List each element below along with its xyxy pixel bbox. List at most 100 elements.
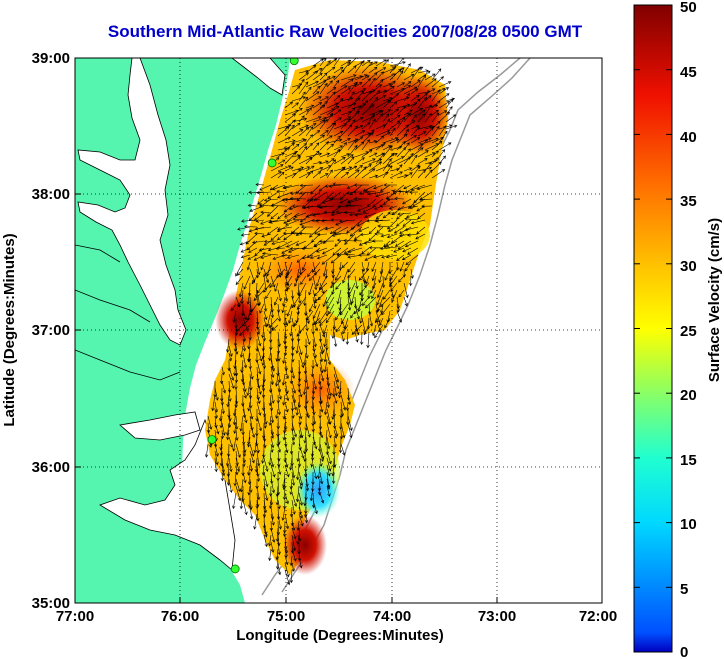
velocity-arrow [248, 190, 265, 195]
velocity-arrow [333, 94, 341, 102]
velocity-arrow [284, 152, 297, 165]
velocity-arrow [403, 172, 413, 179]
y-axis: 39:00 38:00 37:00 36:00 35:00 Latitude (… [1, 50, 81, 612]
velocity-arrow [375, 71, 384, 81]
velocity-arrow [396, 141, 406, 151]
velocity-arrow [270, 429, 275, 439]
velocity-arrow [354, 157, 365, 165]
velocity-arrow [275, 373, 279, 387]
velocity-arrow [305, 104, 315, 109]
velocity-arrow [239, 492, 244, 510]
velocity-arrow [275, 352, 279, 362]
velocity-arrow [373, 254, 384, 259]
velocity-arrow [431, 76, 444, 88]
velocity-arrow [319, 352, 324, 363]
velocity-arrow [312, 499, 318, 515]
velocity-arrow [312, 345, 317, 359]
velocity-arrow [311, 387, 315, 401]
velocity-arrow [204, 443, 209, 458]
velocity-arrow [298, 96, 308, 109]
y-tick-label: 38:00 [32, 186, 70, 203]
velocity-arrow [261, 324, 265, 339]
velocity-arrow [253, 289, 265, 301]
velocity-arrow [409, 275, 413, 287]
velocity-arrow [313, 240, 328, 248]
x-tick-label: 76:00 [161, 608, 199, 625]
velocity-arrow [228, 436, 234, 448]
velocity-arrow [295, 240, 307, 246]
velocity-arrow [286, 240, 300, 248]
velocity-arrow [270, 359, 275, 372]
colorbar-label: Surface Velocity (cm/s) [706, 218, 723, 382]
velocity-arrow [240, 289, 244, 305]
velocity-arrow [249, 450, 255, 464]
velocity-arrow [298, 261, 303, 276]
velocity-arrow [305, 422, 311, 438]
velocity-arrow [377, 224, 391, 228]
velocity-vectors [204, 58, 458, 586]
velocity-arrow [262, 359, 267, 370]
velocity-arrow [347, 247, 363, 254]
velocity-arrow [240, 254, 251, 259]
velocity-arrow [375, 135, 385, 144]
velocity-arrow [291, 138, 306, 144]
velocity-arrow [255, 182, 265, 187]
velocity-arrow [246, 289, 251, 305]
velocity-arrow [312, 58, 324, 67]
velocity-arrow [270, 212, 279, 220]
velocity-arrow [395, 261, 400, 271]
velocity-arrow [438, 101, 451, 109]
coastal-river [75, 244, 181, 381]
velocity-arrow [302, 352, 307, 366]
velocity-arrow [338, 436, 343, 454]
velocity-arrow [301, 246, 314, 251]
velocity-arrow [368, 90, 381, 102]
chesapeake-bay [77, 58, 187, 346]
velocity-arrow [323, 359, 328, 373]
velocity-arrow [291, 129, 304, 137]
velocity-arrow [319, 450, 324, 463]
velocity-arrow [368, 303, 372, 316]
y-tick-label: 35:00 [32, 595, 70, 612]
velocity-arrow [438, 87, 450, 95]
velocity-arrow [386, 233, 398, 239]
velocity-arrow [410, 126, 421, 137]
velocity-arrow [319, 96, 329, 102]
velocity-arrow [270, 204, 286, 208]
velocity-arrow [431, 100, 441, 109]
velocity-arrow [221, 422, 226, 436]
velocity-arrow [266, 205, 279, 217]
velocity-arrow [270, 303, 275, 319]
velocity-arrow [410, 219, 426, 225]
y-tick-label: 37:00 [32, 322, 70, 339]
velocity-arrow [375, 113, 383, 123]
velocity-arrow [361, 99, 369, 109]
velocity-arrow [410, 114, 417, 123]
velocity-arrow [403, 152, 414, 165]
velocity-arrow [401, 254, 412, 260]
velocity-arrow [354, 130, 366, 137]
velocity-arrow [340, 331, 345, 342]
velocity-arrow [256, 296, 260, 307]
velocity-arrow [290, 289, 295, 300]
velocity-arrow [277, 541, 281, 556]
velocity-arrow [235, 485, 242, 502]
velocity-arrow [261, 233, 272, 238]
velocity-arrow [382, 113, 390, 123]
velocity-arrow [298, 91, 306, 102]
velocity-arrow [305, 80, 319, 88]
velocity-arrow [277, 147, 291, 158]
velocity-arrow [361, 122, 371, 130]
velocity-arrow [281, 303, 286, 314]
velocity-arrow [314, 289, 321, 297]
velocity-arrow [416, 205, 426, 212]
velocity-arrow [253, 436, 258, 454]
velocity-arrow [289, 506, 294, 518]
velocity-arrow [259, 303, 265, 314]
velocity-arrow [358, 226, 370, 232]
velocity-arrow [375, 95, 387, 102]
velocity-arrow [354, 125, 364, 130]
velocity-arrow [354, 212, 370, 217]
velocity-arrow [396, 146, 407, 158]
velocity-arrow [221, 401, 225, 415]
